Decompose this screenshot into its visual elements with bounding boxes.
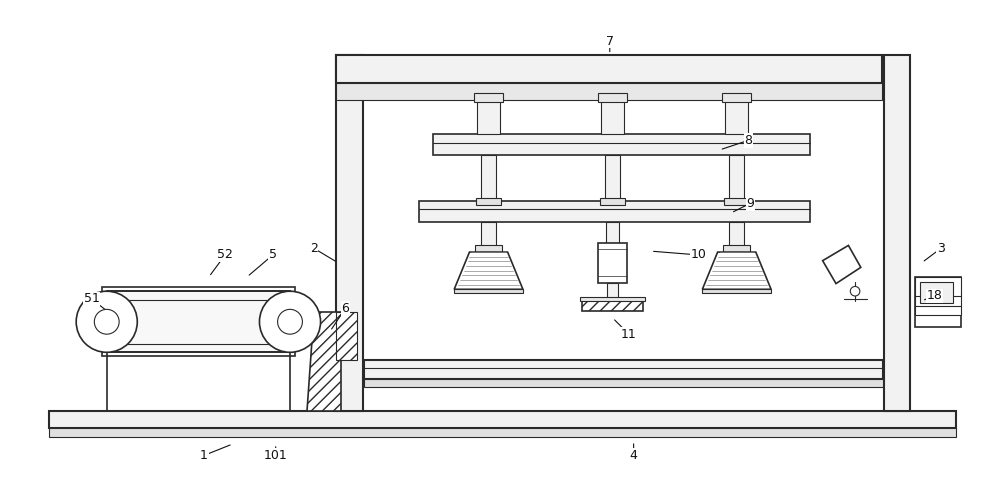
Bar xyxy=(336,55,363,411)
Bar xyxy=(729,155,744,201)
Text: 3: 3 xyxy=(937,242,945,255)
Text: 18: 18 xyxy=(926,289,942,302)
Bar xyxy=(605,155,620,201)
Bar xyxy=(107,291,290,352)
Text: 10: 10 xyxy=(691,248,706,262)
Bar xyxy=(336,55,882,83)
Text: 51: 51 xyxy=(84,292,99,305)
Text: 101: 101 xyxy=(264,449,288,462)
Bar xyxy=(481,155,496,201)
Bar xyxy=(729,222,744,248)
Text: 6: 6 xyxy=(341,302,349,315)
Bar xyxy=(607,282,618,300)
Bar xyxy=(476,198,501,206)
Bar xyxy=(474,93,503,102)
Circle shape xyxy=(76,291,137,352)
Polygon shape xyxy=(702,252,771,289)
Circle shape xyxy=(850,286,860,296)
Bar xyxy=(601,100,624,134)
Bar xyxy=(454,289,523,293)
Text: 1: 1 xyxy=(200,449,208,462)
Bar xyxy=(49,411,956,428)
Bar xyxy=(722,93,751,102)
Bar xyxy=(580,297,645,301)
Bar xyxy=(606,222,619,243)
Text: 11: 11 xyxy=(621,328,637,341)
Circle shape xyxy=(94,309,119,334)
Text: 4: 4 xyxy=(630,449,638,462)
Bar xyxy=(702,289,771,293)
Text: 2: 2 xyxy=(310,242,318,255)
Bar xyxy=(598,93,627,102)
Text: 7: 7 xyxy=(606,35,614,48)
Bar xyxy=(102,287,295,356)
Bar xyxy=(433,134,810,155)
Bar xyxy=(920,281,953,303)
Bar xyxy=(600,198,625,206)
Polygon shape xyxy=(454,252,523,289)
Circle shape xyxy=(259,291,321,352)
Bar xyxy=(364,360,883,379)
Bar xyxy=(481,222,496,248)
Bar xyxy=(723,245,750,252)
Polygon shape xyxy=(336,312,357,360)
Text: 8: 8 xyxy=(744,134,752,147)
Bar xyxy=(582,300,643,311)
Bar xyxy=(915,277,961,327)
Polygon shape xyxy=(307,312,341,411)
Bar xyxy=(598,243,627,282)
Circle shape xyxy=(278,309,302,334)
Bar xyxy=(336,83,882,100)
Bar xyxy=(419,201,810,222)
Bar xyxy=(49,428,956,437)
Text: 5: 5 xyxy=(269,248,277,262)
Bar xyxy=(884,55,910,411)
Bar xyxy=(724,198,749,206)
Bar xyxy=(915,277,961,315)
Bar xyxy=(475,245,502,252)
Polygon shape xyxy=(823,245,861,283)
Text: 52: 52 xyxy=(217,248,233,262)
Text: 9: 9 xyxy=(746,197,754,210)
Bar xyxy=(725,100,748,134)
Bar xyxy=(364,379,883,387)
Bar xyxy=(477,100,500,134)
